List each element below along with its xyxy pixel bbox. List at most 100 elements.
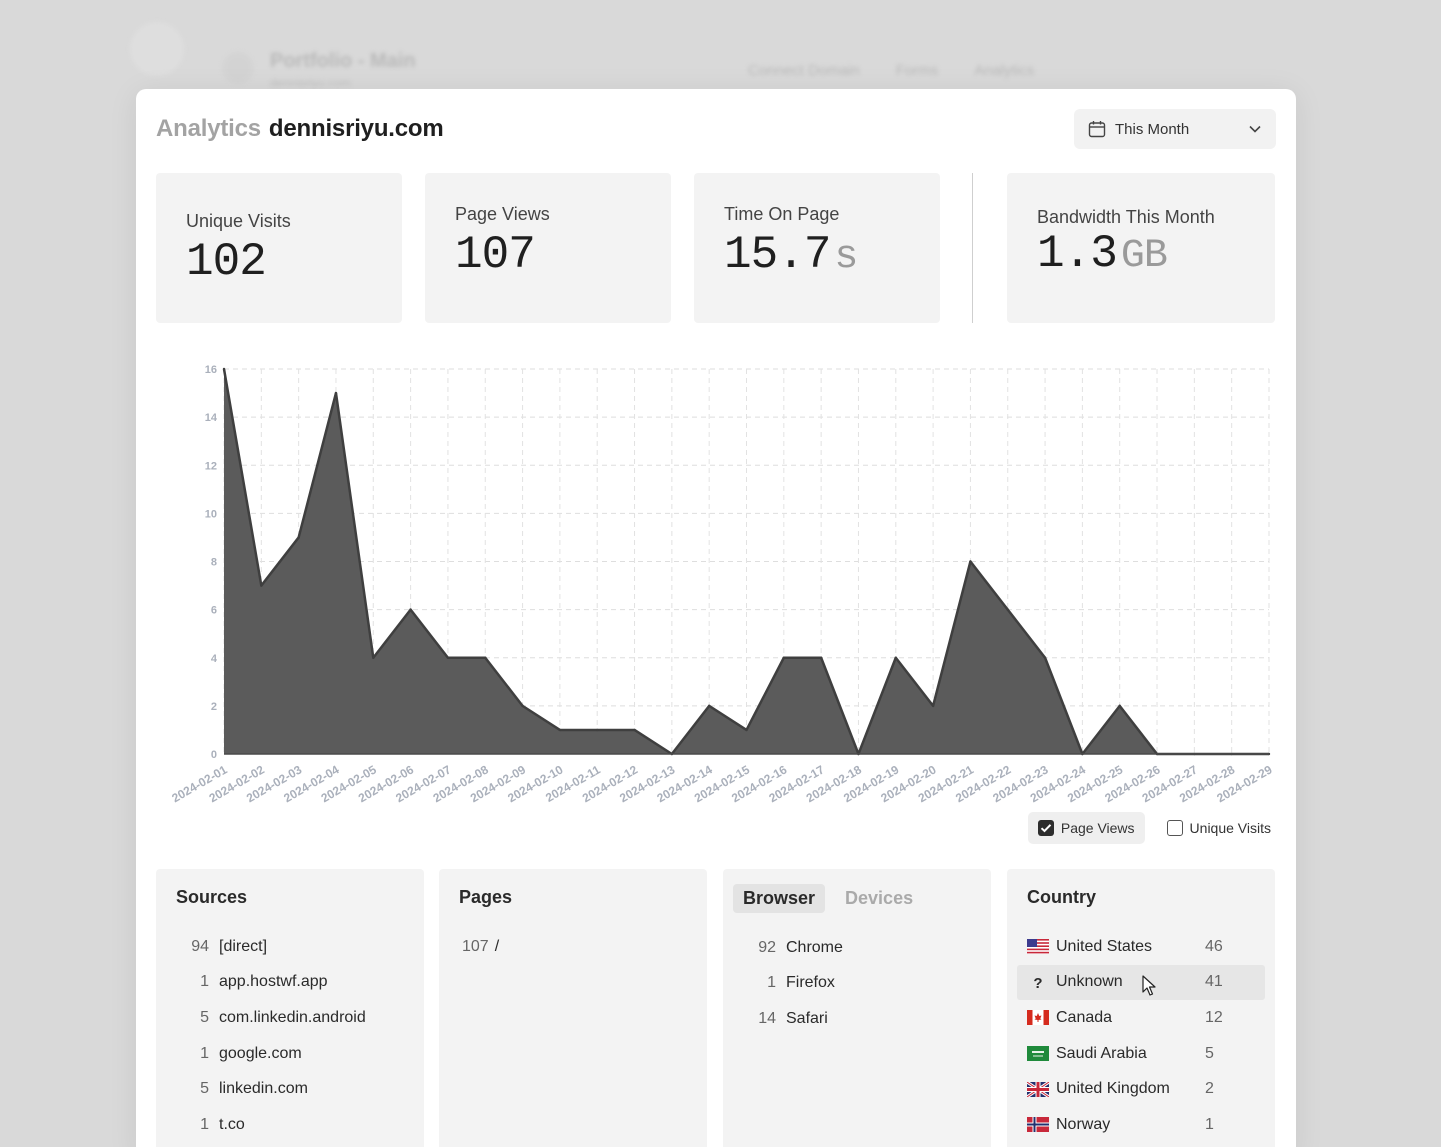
data-point [633,728,636,732]
browser-panel: Browser Devices 92 Chrome 1 Firefox 14 Safa… [723,869,991,1147]
data-point [446,656,450,659]
period-select-label: This Month [1115,120,1190,138]
y-tick-label: 14 [205,412,218,424]
data-point [1043,656,1047,659]
legend-unique-visits[interactable]: Unique Visits [1157,812,1276,844]
y-tick-label: 12 [205,460,217,472]
period-select[interactable]: This Month [1074,109,1276,149]
nav-forms: Forms [895,62,939,79]
project-title: Portfolio - Main [270,50,416,72]
ca-flag-icon [1027,1010,1049,1026]
sa-flag-icon [1027,1046,1049,1062]
data-point [596,728,599,732]
list-item[interactable]: Norway 1 [1017,1107,1265,1143]
stat-value: 1.3 GB [1037,228,1245,280]
stat-number: 15.7 [724,229,831,281]
data-point [707,704,711,708]
unknown-flag-icon: ? [1033,974,1043,992]
y-tick-label: 8 [211,557,217,569]
stat-label: Bandwidth This Month [1037,207,1215,227]
data-point [334,391,338,395]
y-tick-label: 6 [211,605,217,617]
data-point [819,656,823,659]
data-point [297,536,300,539]
list-item[interactable]: 14 Safari [758,1009,828,1027]
title-label: Analytics [156,115,261,142]
data-point [745,728,748,732]
list-item[interactable]: 1 google.com [200,1044,302,1062]
stat-unique-visits: Unique Visits 102 [156,173,402,323]
list-item[interactable]: 1 t.co [200,1115,245,1133]
legend-page-views[interactable]: Page Views [1027,812,1145,844]
country-panel: Country United States 46 ? Unknown 41 [1007,869,1275,1147]
list-item[interactable]: ? Unknown 41 [1017,964,1265,1001]
y-tick-label: 2 [211,701,217,713]
panel-title: Country [1027,887,1096,907]
background-nav: Connect Domain Forms Analytics [742,60,1040,81]
nav-analytics: Analytics [974,62,1035,79]
stat-bandwidth: Bandwidth This Month 1.3 GB [1007,173,1275,323]
pages-panel: Pages 107/ [439,869,707,1147]
list-item[interactable]: Saudi Arabia 5 [1017,1036,1265,1072]
list-item[interactable]: 5 com.linkedin.android [200,1008,366,1026]
checkbox-unchecked-icon [1166,820,1183,836]
y-tick-label: 16 [205,364,217,376]
page-title: Analytics dennisriyu.com [156,115,444,143]
list-item[interactable]: United Kingdom 2 [1017,1071,1265,1107]
panel-title: Sources [176,887,248,907]
legend-label: Unique Visits [1189,820,1271,836]
sources-panel: Sources 94 [direct] 1 app.hostwf.app 5 com.… [156,869,424,1147]
browser-tabs: Browser Devices [733,884,971,913]
data-point [484,656,487,659]
calendar-icon [1088,121,1106,138]
list-item[interactable]: Canada 12 [1017,1000,1265,1036]
y-tick-label: 4 [211,653,218,665]
stat-time-on-page: Time On Page 15.7 s [694,173,940,323]
stat-label: Page Views [455,204,550,224]
tab-devices[interactable]: Devices [845,888,914,908]
stat-number: 1.3 [1037,228,1118,280]
stat-page-views: Page Views 107 [425,173,671,323]
list-item[interactable]: 94 [direct] [191,937,268,955]
data-point [1006,608,1009,611]
avatar [130,22,184,76]
data-point [894,656,897,659]
back-button [222,52,254,84]
no-flag-icon [1027,1117,1049,1133]
list-item[interactable]: 1 Firefox [767,974,835,992]
list-item[interactable]: 107/ [462,937,500,955]
data-point [222,367,226,371]
project-subtitle: dennisriyu.com [270,76,351,90]
list-item[interactable]: 1 app.hostwf.app [200,973,328,991]
stat-value: 15.7 s [724,229,910,281]
modal-header: Analytics dennisriyu.com This Month [156,109,1276,149]
data-point [260,584,263,587]
gb-flag-icon [1027,1081,1049,1097]
data-point [782,656,786,659]
y-tick-label: 10 [205,508,217,520]
stat-value: 102 [186,236,267,288]
list-item[interactable]: 5 linkedin.com [200,1080,308,1098]
stat-divider [972,173,973,323]
data-point [969,560,972,563]
panel-title: Pages [459,887,513,907]
stat-label: Unique Visits [186,211,291,231]
data-point [409,608,412,611]
data-point [372,656,375,659]
stat-value: 107 [455,229,536,281]
data-point [521,704,524,708]
data-point [1118,704,1121,708]
title-domain: dennisriyu.com [268,115,444,142]
list-item[interactable]: 92 Chrome [758,938,843,956]
y-tick-label: 0 [211,749,217,761]
data-point [931,704,935,708]
stat-unit: GB [1120,234,1168,279]
tab-browser[interactable]: Browser [733,884,826,913]
stat-label: Time On Page [724,204,840,224]
nav-connect-domain: Connect Domain [748,62,860,79]
stat-unit: s [834,235,858,280]
chart-legend: Page Views Unique Visits [1027,812,1276,844]
list-item[interactable]: United States 46 [1017,929,1265,965]
data-point [558,728,562,732]
